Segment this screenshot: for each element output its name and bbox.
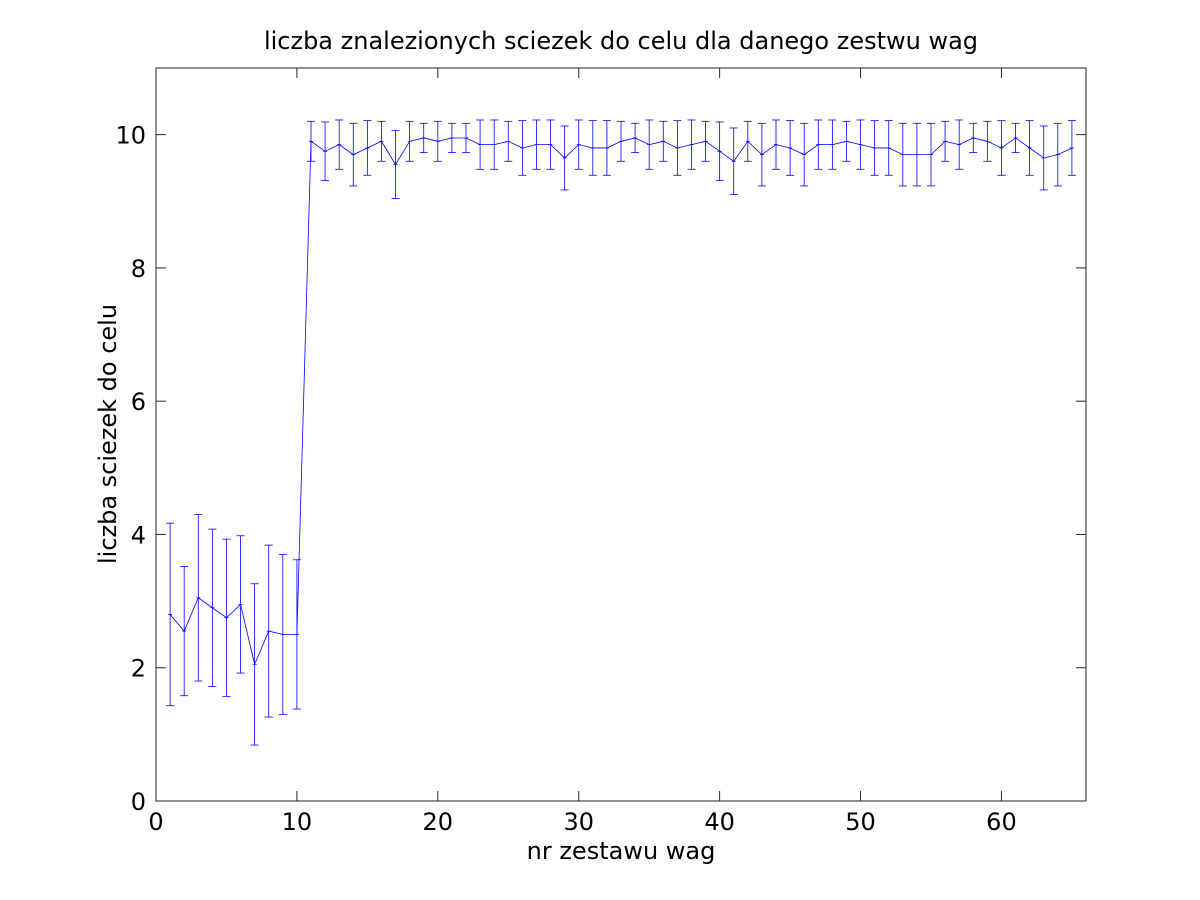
x-tick-label: 30 [563, 808, 594, 836]
x-axis-label: nr zestawu wag [527, 837, 716, 865]
x-tick-label: 60 [986, 808, 1017, 836]
plot-frame [155, 67, 1087, 802]
x-tick-label: 40 [704, 808, 735, 836]
y-axis-label: liczba sciezek do celu [94, 304, 122, 564]
y-tick-label: 4 [131, 521, 146, 549]
y-tick-label: 2 [131, 655, 146, 683]
y-tick-label: 10 [115, 122, 146, 150]
x-tick-label: 0 [148, 808, 163, 836]
x-tick-label: 50 [845, 808, 876, 836]
axis-ticks: 0 10 20 30 40 50 60 0 2 4 6 8 10 [115, 68, 1086, 836]
y-tick-label: 6 [131, 388, 146, 416]
y-tick-label: 8 [131, 255, 146, 283]
series-line [169, 137, 1073, 666]
chart-title: liczba znalezionych sciezek do celu dla … [264, 27, 978, 55]
x-tick-label: 20 [423, 808, 454, 836]
plot-area [166, 119, 1076, 746]
y-tick-label: 0 [131, 788, 146, 816]
x-tick-label: 10 [282, 808, 313, 836]
